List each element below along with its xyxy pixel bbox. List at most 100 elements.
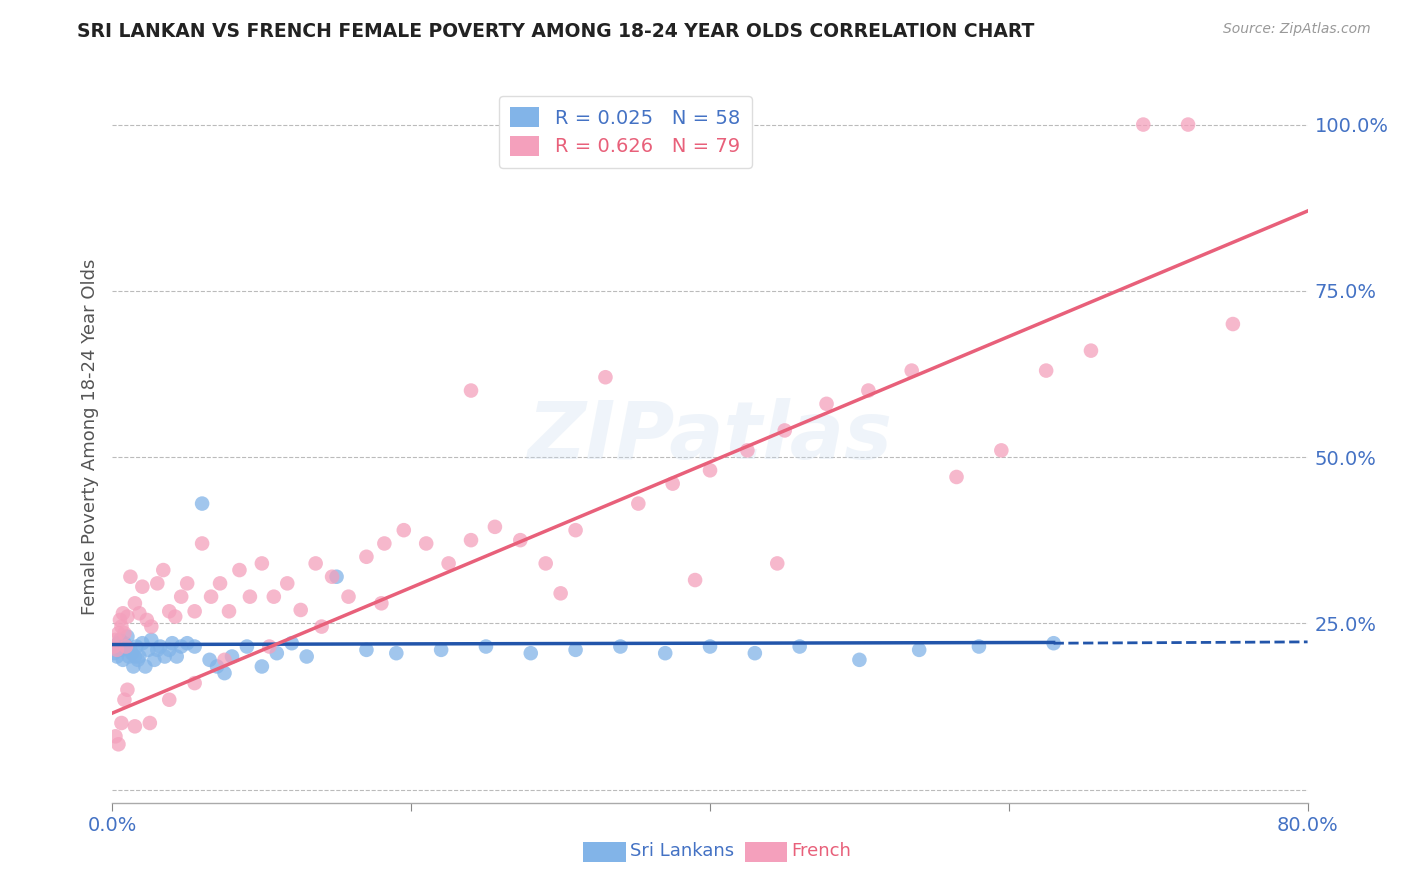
Point (124, 719, 146, 733)
Point (744, 646, 766, 660)
Point (276, 576, 298, 591)
Point (118, 649, 141, 664)
Point (162, 636, 183, 650)
Point (250, 659, 273, 673)
Point (290, 603, 312, 617)
Point (165, 609, 187, 624)
Point (111, 653, 134, 667)
Point (128, 649, 150, 664)
Point (115, 640, 138, 654)
Point (170, 640, 193, 654)
Point (191, 497, 214, 511)
Point (105, 643, 128, 657)
Point (1132, 118, 1154, 132)
Point (157, 692, 180, 706)
Point (218, 604, 240, 618)
Point (139, 716, 162, 731)
Point (373, 536, 395, 550)
Text: Sri Lankans: Sri Lankans (630, 842, 734, 860)
Point (437, 557, 460, 571)
Point (110, 716, 132, 731)
Point (103, 640, 125, 654)
Point (311, 619, 333, 633)
Point (108, 613, 131, 627)
Point (157, 604, 180, 618)
Point (509, 533, 531, 548)
Text: Source: ZipAtlas.com: Source: ZipAtlas.com (1223, 22, 1371, 37)
Point (460, 533, 482, 548)
Point (122, 659, 145, 673)
Point (153, 649, 176, 664)
Point (209, 576, 232, 591)
Point (183, 640, 205, 654)
Point (107, 737, 129, 751)
Point (104, 729, 127, 743)
Point (131, 636, 153, 650)
Point (120, 570, 142, 584)
Point (200, 590, 222, 604)
Point (152, 563, 174, 577)
Point (125, 640, 148, 654)
Point (415, 536, 437, 550)
Point (325, 570, 347, 584)
Point (141, 632, 163, 647)
Point (110, 643, 132, 657)
Point (157, 643, 180, 657)
Point (305, 557, 328, 571)
Point (908, 643, 931, 657)
Text: French: French (792, 842, 852, 860)
Point (654, 646, 676, 660)
Point (107, 626, 129, 640)
Point (990, 443, 1012, 458)
Point (108, 632, 131, 647)
Point (110, 619, 132, 633)
Point (534, 557, 557, 571)
Point (699, 463, 721, 477)
Point (773, 424, 796, 438)
Point (183, 604, 205, 618)
Point (104, 632, 127, 647)
Point (564, 523, 586, 537)
Point (1222, 317, 1244, 331)
Point (475, 640, 498, 654)
Point (385, 646, 408, 660)
Point (214, 666, 236, 681)
Point (104, 640, 127, 654)
Point (191, 536, 214, 550)
Point (595, 370, 617, 384)
Point (236, 640, 259, 654)
Point (221, 649, 243, 664)
Point (699, 640, 721, 654)
Point (945, 470, 967, 484)
Point (392, 523, 415, 537)
Point (356, 549, 378, 564)
Point (370, 596, 392, 610)
Point (103, 646, 125, 660)
Legend: R = 0.025   N = 58, R = 0.626   N = 79: R = 0.025 N = 58, R = 0.626 N = 79 (499, 95, 752, 168)
Point (117, 609, 139, 624)
Point (141, 619, 163, 633)
Y-axis label: Female Poverty Among 18-24 Year Olds: Female Poverty Among 18-24 Year Olds (80, 259, 98, 615)
Point (117, 682, 139, 697)
Point (183, 676, 205, 690)
Point (143, 653, 166, 667)
Point (149, 640, 172, 654)
Point (661, 476, 683, 491)
Point (170, 590, 193, 604)
Point (239, 590, 262, 604)
Point (520, 646, 543, 660)
Point (1177, 118, 1199, 132)
Point (967, 640, 990, 654)
Point (737, 443, 759, 458)
Point (146, 643, 169, 657)
Point (228, 563, 250, 577)
Point (117, 630, 139, 644)
Point (134, 659, 156, 673)
Point (766, 557, 789, 571)
Point (848, 653, 870, 667)
Point (259, 640, 281, 654)
Point (124, 596, 146, 610)
Point (356, 643, 378, 657)
Point (321, 570, 343, 584)
Point (214, 653, 236, 667)
